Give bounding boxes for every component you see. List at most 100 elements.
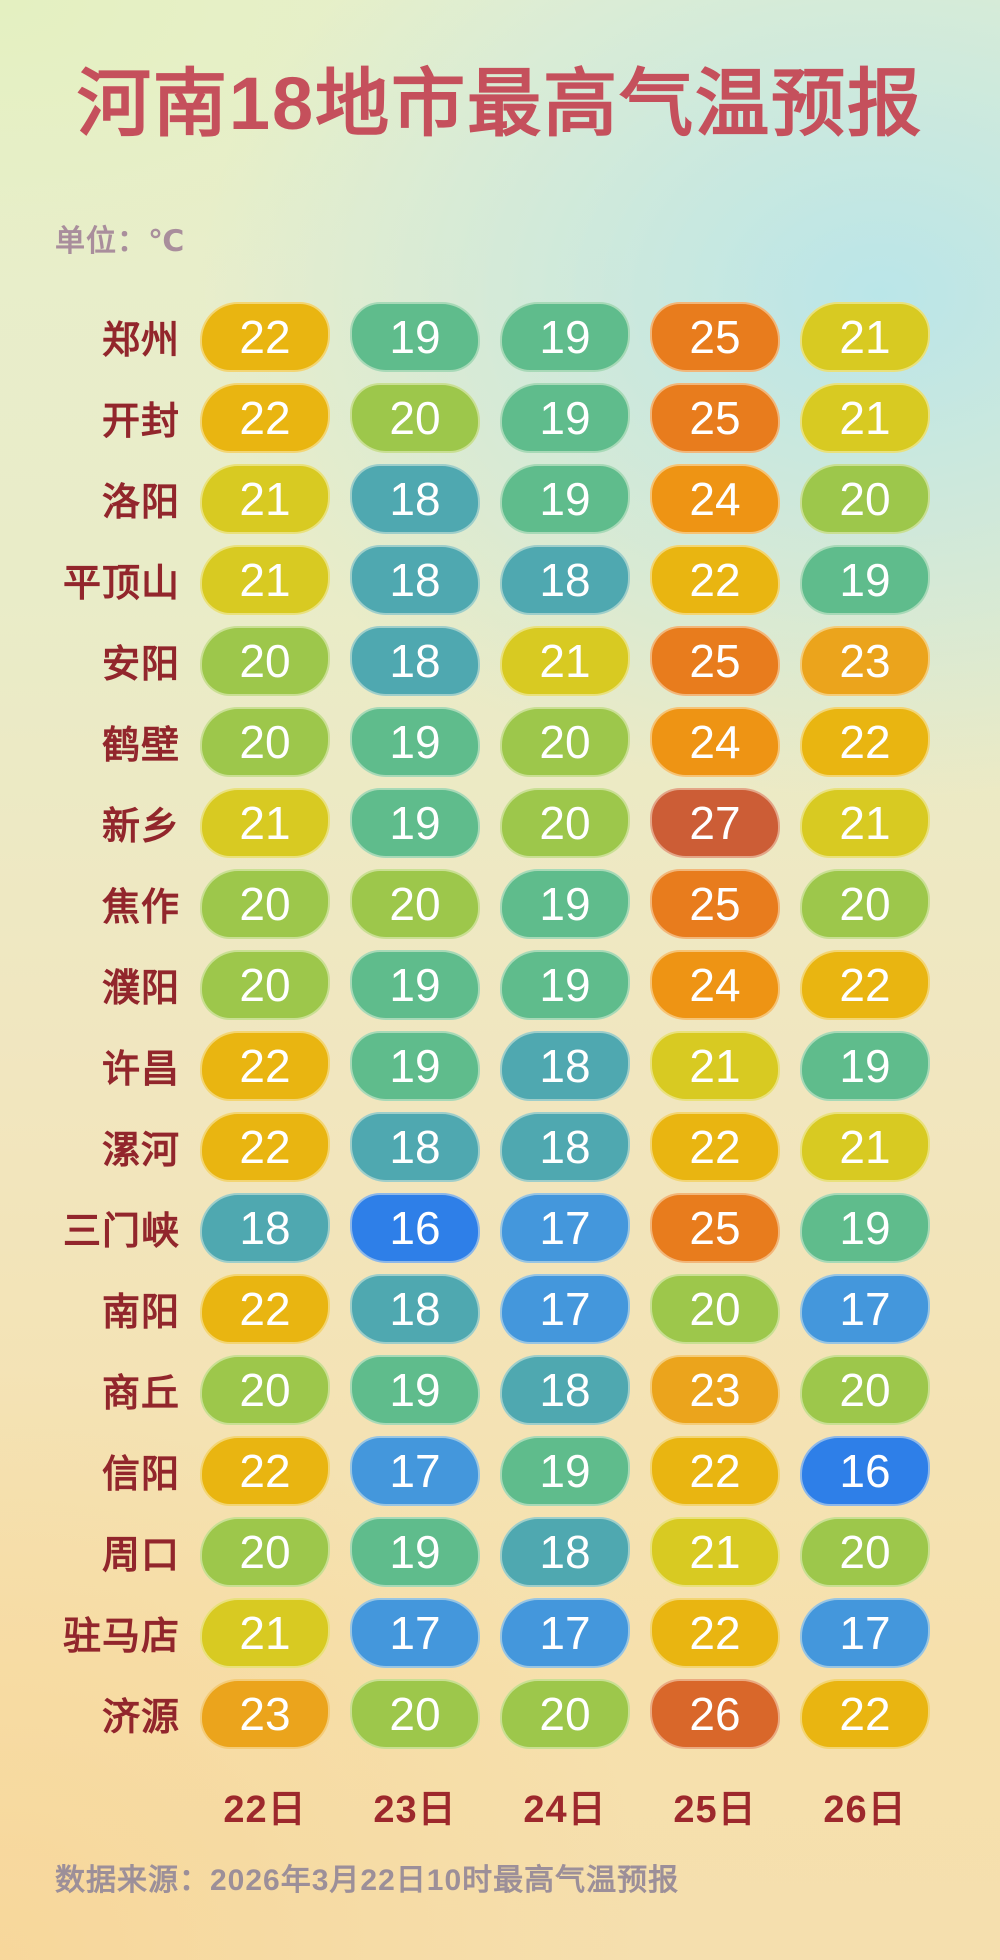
temp-pill: 22 <box>800 706 930 777</box>
city-label: 三门峡 <box>62 1211 180 1253</box>
table-row: 安阳 20 18 21 25 23 <box>0 620 1000 701</box>
temp-pill: 19 <box>500 1435 630 1506</box>
temp-pill: 25 <box>650 1192 780 1263</box>
temp-pill: 21 <box>800 301 930 372</box>
temp-pill: 18 <box>350 544 480 615</box>
temp-pill: 20 <box>800 868 930 939</box>
temp-pill: 18 <box>500 1111 630 1182</box>
temp-pill: 22 <box>650 1111 780 1182</box>
temp-pill-group: 21 18 18 22 19 <box>200 544 930 615</box>
temp-pill: 19 <box>500 301 630 372</box>
table-row: 信阳 22 17 19 22 16 <box>0 1430 1000 1511</box>
temp-pill: 22 <box>200 1273 330 1344</box>
temp-pill: 23 <box>650 1354 780 1425</box>
city-label: 新乡 <box>101 806 180 848</box>
temp-pill: 21 <box>800 1111 930 1182</box>
temp-pill: 19 <box>350 1516 480 1587</box>
temp-pill: 24 <box>650 706 780 777</box>
date-axis: 22日 23日 24日 25日 26日 <box>200 1778 930 1833</box>
temp-pill: 22 <box>650 1597 780 1668</box>
temp-pill-group: 22 19 18 21 19 <box>200 1030 930 1101</box>
temp-pill-group: 20 19 18 21 20 <box>200 1516 930 1587</box>
data-source-label: 数据来源：2026年3月22日10时最高气温预报 <box>55 1864 680 1897</box>
forecast-table: 郑州 22 19 19 25 21 开封 22 20 19 25 21 洛阳 21 18 19 24 20 平顶山 2… <box>0 296 1000 1754</box>
temp-pill: 19 <box>500 868 630 939</box>
city-label: 许昌 <box>101 1049 180 1091</box>
temp-pill-group: 22 20 19 25 21 <box>200 382 930 453</box>
temp-pill-group: 20 20 19 25 20 <box>200 868 930 939</box>
temp-pill-group: 21 18 19 24 20 <box>200 463 930 534</box>
temp-pill: 20 <box>200 625 330 696</box>
city-label: 平顶山 <box>62 563 180 605</box>
temp-pill: 20 <box>500 706 630 777</box>
temp-pill: 17 <box>500 1192 630 1263</box>
temp-pill: 19 <box>350 301 480 372</box>
temp-pill: 19 <box>350 787 480 858</box>
temp-pill: 21 <box>200 463 330 534</box>
table-row: 驻马店 21 17 17 22 17 <box>0 1592 1000 1673</box>
temp-pill: 20 <box>200 1516 330 1587</box>
temp-pill: 20 <box>350 868 480 939</box>
table-row: 洛阳 21 18 19 24 20 <box>0 458 1000 539</box>
temp-pill: 20 <box>500 1678 630 1749</box>
date-label: 22日 <box>223 1789 307 1831</box>
temp-pill: 25 <box>650 625 780 696</box>
date-label: 24日 <box>523 1789 607 1831</box>
temp-pill-group: 20 18 21 25 23 <box>200 625 930 696</box>
temp-pill: 18 <box>200 1192 330 1263</box>
temp-pill: 20 <box>350 382 480 453</box>
temp-pill-group: 23 20 20 26 22 <box>200 1678 930 1749</box>
temp-pill: 18 <box>500 1030 630 1101</box>
date-label: 26日 <box>823 1789 907 1831</box>
temp-pill: 21 <box>800 787 930 858</box>
table-row: 平顶山 21 18 18 22 19 <box>0 539 1000 620</box>
table-row: 新乡 21 19 20 27 21 <box>0 782 1000 863</box>
unit-label: 单位：℃ <box>55 225 186 258</box>
temp-pill: 20 <box>800 1516 930 1587</box>
temp-pill: 19 <box>800 544 930 615</box>
temp-pill: 21 <box>800 382 930 453</box>
temp-pill: 16 <box>800 1435 930 1506</box>
temp-pill-group: 20 19 18 23 20 <box>200 1354 930 1425</box>
temp-pill: 19 <box>800 1192 930 1263</box>
temp-pill: 22 <box>200 1030 330 1101</box>
temp-pill: 20 <box>350 1678 480 1749</box>
temp-pill: 19 <box>350 1030 480 1101</box>
temp-pill-group: 20 19 19 24 22 <box>200 949 930 1020</box>
city-label: 濮阳 <box>101 968 180 1010</box>
temp-pill: 18 <box>350 1111 480 1182</box>
temp-pill: 22 <box>650 544 780 615</box>
temp-pill: 21 <box>200 544 330 615</box>
table-row: 鹤壁 20 19 20 24 22 <box>0 701 1000 782</box>
temp-pill-group: 22 17 19 22 16 <box>200 1435 930 1506</box>
temp-pill: 20 <box>200 949 330 1020</box>
temp-pill: 19 <box>800 1030 930 1101</box>
city-label: 商丘 <box>101 1373 180 1415</box>
temp-pill: 16 <box>350 1192 480 1263</box>
temp-pill: 17 <box>500 1273 630 1344</box>
temp-pill: 20 <box>200 1354 330 1425</box>
city-label: 鹤壁 <box>101 725 180 767</box>
city-label: 郑州 <box>101 320 180 362</box>
table-row: 商丘 20 19 18 23 20 <box>0 1349 1000 1430</box>
temp-pill: 17 <box>350 1597 480 1668</box>
temp-pill: 24 <box>650 949 780 1020</box>
temp-pill: 22 <box>800 949 930 1020</box>
temp-pill: 24 <box>650 463 780 534</box>
temp-pill: 18 <box>500 544 630 615</box>
temp-pill: 22 <box>200 382 330 453</box>
table-row: 南阳 22 18 17 20 17 <box>0 1268 1000 1349</box>
temp-pill: 22 <box>800 1678 930 1749</box>
temp-pill: 21 <box>200 787 330 858</box>
temp-pill: 23 <box>800 625 930 696</box>
temp-pill-group: 21 19 20 27 21 <box>200 787 930 858</box>
temp-pill: 19 <box>500 949 630 1020</box>
table-row: 开封 22 20 19 25 21 <box>0 377 1000 458</box>
temp-pill: 21 <box>650 1030 780 1101</box>
temp-pill-group: 22 18 18 22 21 <box>200 1111 930 1182</box>
temp-pill: 21 <box>500 625 630 696</box>
temp-pill: 20 <box>800 463 930 534</box>
date-label: 25日 <box>673 1789 757 1831</box>
city-label: 安阳 <box>101 644 180 686</box>
temp-pill: 17 <box>800 1273 930 1344</box>
